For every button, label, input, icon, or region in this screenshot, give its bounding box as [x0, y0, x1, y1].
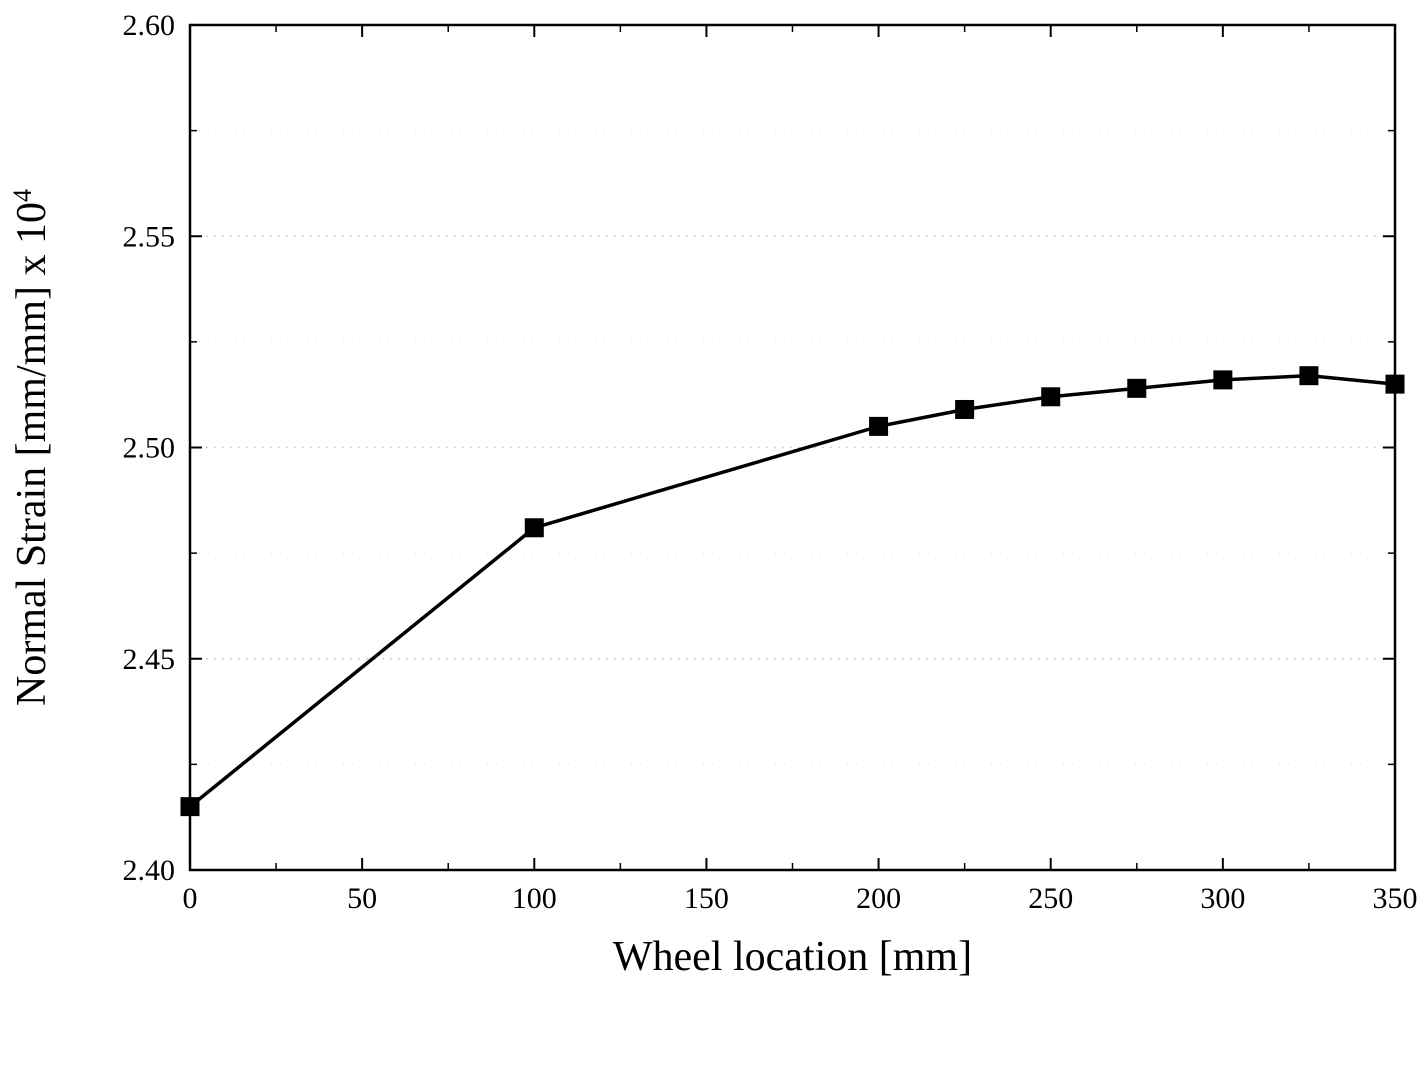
series-marker — [1214, 371, 1232, 389]
y-tick-label: 2.40 — [123, 854, 176, 887]
x-tick-label: 200 — [856, 882, 901, 915]
x-tick-label: 50 — [347, 882, 377, 915]
x-tick-label: 100 — [512, 882, 557, 915]
series-marker — [870, 417, 888, 435]
x-tick-label: 350 — [1373, 882, 1418, 915]
x-tick-label: 300 — [1200, 882, 1245, 915]
x-tick-label: 0 — [183, 882, 198, 915]
x-tick-label: 150 — [684, 882, 729, 915]
series-marker — [1042, 388, 1060, 406]
series-marker — [1386, 375, 1404, 393]
y-tick-label: 2.60 — [123, 9, 176, 42]
strain-chart: 0 50 100 150 200 250 300 350 2.40 2.45 2.50 2.55 2.6… — [0, 0, 1423, 1070]
series-marker — [181, 798, 199, 816]
x-tick-label: 250 — [1028, 882, 1073, 915]
y-axis-label: Normal Strain [mm/mm] x 104 — [8, 189, 56, 706]
series-marker — [1128, 379, 1146, 397]
y-tick-label: 2.50 — [123, 432, 176, 465]
x-axis-label: Wheel location [mm] — [613, 934, 972, 980]
series-marker — [956, 400, 974, 418]
y-tick-label: 2.55 — [123, 220, 176, 253]
y-tick-label: 2.45 — [123, 643, 176, 676]
series-marker — [525, 519, 543, 537]
chart-svg: 0 50 100 150 200 250 300 350 2.40 2.45 2.50 2.55 2.6… — [0, 0, 1423, 1070]
series-marker — [1300, 367, 1318, 385]
